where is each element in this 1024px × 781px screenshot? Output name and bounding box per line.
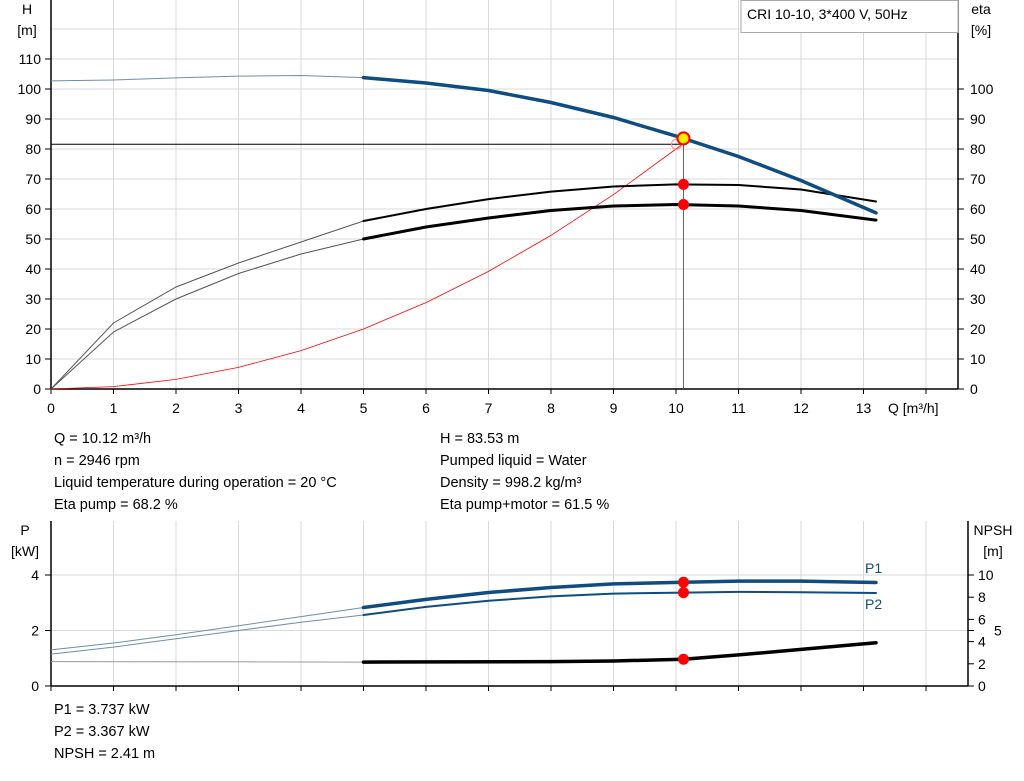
- info-density: Density = 998.2 kg/m³: [440, 475, 582, 491]
- info-eta-pump: Eta pump = 68.2 %: [54, 497, 178, 513]
- x-tick-label: 0: [47, 400, 55, 416]
- y-right-tick-label: 70: [970, 171, 986, 187]
- x-tick-label: 2: [172, 400, 180, 416]
- y-left-axis-label-power: P: [20, 522, 29, 538]
- info-eta-pump-motor: Eta pump+motor = 61.5 %: [440, 497, 610, 513]
- y-left-tick-label: 20: [25, 321, 41, 337]
- y-left-tick-label: 50: [25, 231, 41, 247]
- p1-curve: [361, 579, 878, 610]
- y-right-tick-label: 10: [970, 351, 986, 367]
- y-left-tick-label-power: 2: [31, 623, 39, 639]
- y-left-axis-unit: [m]: [17, 22, 36, 38]
- y-right-tick-label: 60: [970, 201, 986, 217]
- y-right-axis-label: eta: [971, 1, 991, 17]
- info-head: H = 83.53 m: [440, 431, 520, 447]
- info-liquid: Pumped liquid = Water: [440, 453, 587, 469]
- info-p2: P2 = 3.367 kW: [54, 724, 150, 740]
- duty-point-marker: [676, 131, 691, 146]
- y-right-tick-label-npsh: 0: [978, 678, 986, 694]
- x-tick-label: 7: [485, 400, 493, 416]
- x-tick-label: 12: [793, 400, 809, 416]
- y-right-tick-label-npsh: 10: [978, 567, 994, 583]
- y-right-tick-label: 40: [970, 261, 986, 277]
- eta-pump-motor-duty-marker: [678, 199, 689, 210]
- info-p1: P1 = 3.737 kW: [54, 702, 150, 718]
- info-bottom: P1 = 3.737 kW P2 = 3.367 kW NPSH = 2.41 …: [54, 699, 155, 765]
- info-left: Q = 10.12 m³/h n = 2946 rpm Liquid tempe…: [54, 428, 337, 516]
- y-left-tick-label: 0: [33, 381, 41, 397]
- y-right-tick-label-npsh: 2: [978, 656, 986, 672]
- npsh-curve-extrapolated: [50, 661, 364, 663]
- y-left-tick-label: 80: [25, 141, 41, 157]
- x-tick-label: 5: [360, 400, 368, 416]
- p2-duty-marker: [678, 587, 689, 599]
- legend-box: [740, 0, 959, 33]
- y-right-tick-label-npsh: 8: [978, 589, 986, 605]
- y-right-tick-label-npsh: 5: [994, 623, 1002, 639]
- system-curve: [50, 143, 683, 390]
- eta-pump-curve: [362, 183, 877, 222]
- p1-duty-marker: [678, 576, 689, 588]
- x-tick-label: 10: [668, 400, 684, 416]
- y-left-axis-unit-power: [kW]: [11, 543, 39, 559]
- p2-curve: [362, 590, 877, 616]
- y-left-tick-label-power: 0: [31, 678, 39, 694]
- x-tick-label: 13: [856, 400, 872, 416]
- eta-pump-motor-curve: [362, 202, 878, 241]
- x-tick-label: 1: [110, 400, 118, 416]
- chart-title: CRI 10-10, 3*400 V, 50Hz: [747, 6, 908, 22]
- p2-curve-label: P2: [865, 596, 882, 612]
- x-tick-label: 11: [731, 400, 746, 416]
- y-right-tick-label-npsh: 6: [978, 611, 986, 627]
- npsh-duty-marker: [678, 653, 689, 665]
- y-left-tick-label: 90: [25, 111, 41, 127]
- y-left-tick-label: 30: [25, 291, 41, 307]
- info-speed: n = 2946 rpm: [54, 453, 140, 469]
- x-axis-label: Q [m³/h]: [888, 400, 939, 416]
- x-tick-label: 8: [547, 400, 555, 416]
- y-left-axis-label: H: [22, 1, 32, 17]
- x-tick-label: 4: [297, 400, 305, 416]
- x-tick-label: 6: [422, 400, 430, 416]
- y-left-tick-label-power: 4: [31, 567, 39, 583]
- y-right-axis-unit: [%]: [971, 22, 991, 38]
- y-right-tick-label: 0: [970, 381, 978, 397]
- y-left-tick-label: 100: [18, 81, 42, 97]
- y-right-tick-label: 50: [970, 231, 986, 247]
- y-right-tick-label: 80: [970, 141, 986, 157]
- npsh-curve: [361, 640, 878, 664]
- y-right-tick-label: 20: [970, 321, 986, 337]
- info-npsh: NPSH = 2.41 m: [54, 746, 156, 762]
- eta-pump-motor-curve-extrapolated: [50, 238, 364, 390]
- head-curve: [361, 75, 878, 215]
- y-left-tick-label: 70: [25, 171, 41, 187]
- x-tick-label: 3: [235, 400, 243, 416]
- p2-curve-extrapolated: [50, 614, 364, 655]
- info-temperature: Liquid temperature during operation = 20…: [54, 475, 337, 491]
- y-right-tick-label: 30: [970, 291, 986, 307]
- eta-pump-duty-marker: [678, 178, 689, 190]
- y-right-axis-label-npsh: NPSH: [974, 522, 1013, 538]
- y-left-tick-label: 40: [25, 261, 41, 277]
- info-right: H = 83.53 m Pumped liquid = Water Densit…: [440, 428, 609, 516]
- y-left-tick-label: 110: [19, 51, 42, 67]
- y-left-tick-label: 10: [25, 351, 41, 367]
- y-left-tick-label: 60: [25, 201, 41, 217]
- eta-pump-curve-extrapolated: [50, 220, 364, 390]
- p1-curve-label: P1: [865, 560, 882, 576]
- y-right-tick-label: 90: [970, 111, 986, 127]
- head-curve-extrapolated: [50, 74, 364, 82]
- x-tick-label: 9: [610, 400, 618, 416]
- p1-curve-extrapolated: [50, 607, 364, 651]
- info-flow: Q = 10.12 m³/h: [54, 431, 152, 447]
- y-right-axis-unit-npsh: [m]: [983, 543, 1002, 559]
- y-right-tick-label-npsh: 4: [978, 634, 986, 650]
- y-right-tick-label: 100: [970, 81, 994, 97]
